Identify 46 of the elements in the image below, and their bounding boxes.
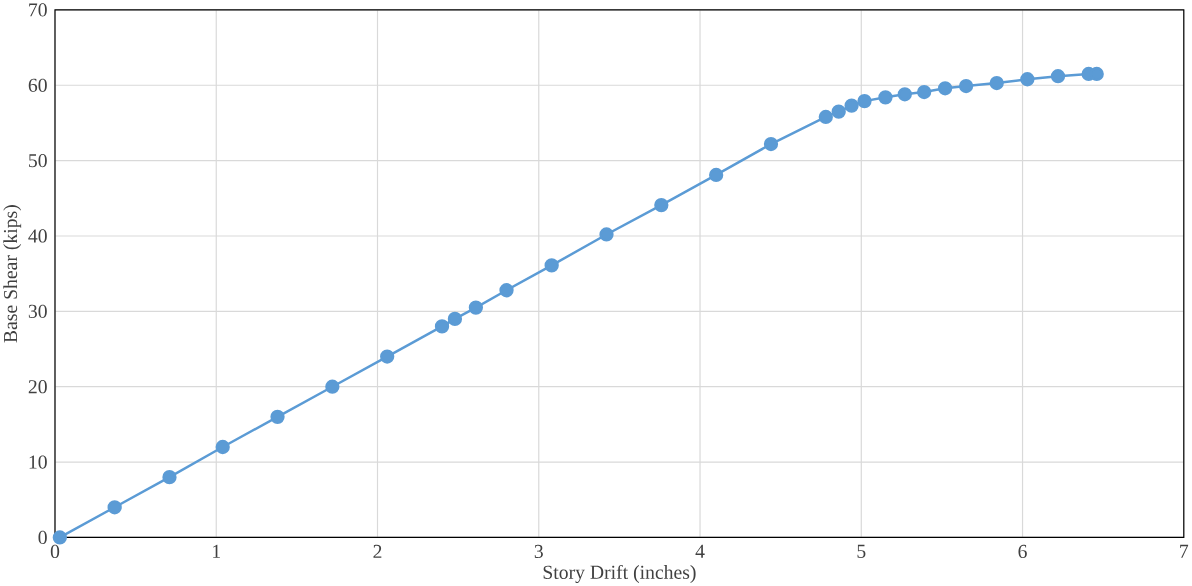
y-tick-label: 60: [28, 78, 47, 92]
point: [654, 197, 669, 213]
x-axis-title: Story Drift (inches): [543, 564, 696, 583]
y-tick-label: 20: [28, 379, 47, 394]
x-tick-label: 5: [857, 544, 866, 558]
x-tick-label: 6: [1018, 544, 1027, 558]
point: [162, 469, 177, 485]
point: [468, 300, 484, 315]
point: [709, 167, 724, 182]
point: [844, 98, 859, 113]
point: [215, 439, 230, 454]
point: [599, 227, 614, 242]
point: [434, 319, 450, 334]
y-tick-label: 70: [29, 3, 47, 17]
point: [917, 84, 932, 100]
point: [1050, 68, 1066, 84]
point: [447, 311, 463, 326]
y-tick-label: 50: [29, 153, 47, 168]
x-tick-label: 4: [695, 544, 705, 558]
y-tick-label: 10: [29, 455, 47, 469]
point: [499, 282, 514, 298]
point: [1020, 71, 1035, 87]
point: [958, 78, 974, 94]
y-axis-title: Base Shear (kips): [3, 205, 22, 343]
y-tick-label: 0: [38, 530, 47, 544]
point: [818, 109, 833, 124]
point: [270, 409, 285, 424]
point: [938, 81, 953, 96]
point: [325, 379, 340, 394]
point: [831, 104, 846, 119]
point: [897, 87, 912, 102]
point: [52, 530, 67, 545]
point: [763, 136, 779, 152]
x-tick-label: 0: [50, 544, 60, 558]
x-tick-label: 2: [373, 544, 382, 558]
y-tick-label: 40: [28, 229, 47, 243]
point: [878, 90, 893, 105]
y-tick-label: 30: [28, 304, 47, 318]
point: [857, 93, 872, 109]
x-tick-label: 3: [534, 544, 543, 558]
x-tick-label: 1: [213, 544, 220, 558]
point: [989, 75, 1004, 91]
point: [544, 258, 559, 273]
point: [107, 500, 122, 515]
x-tick-label: 7: [1180, 544, 1189, 558]
point: [380, 349, 395, 364]
